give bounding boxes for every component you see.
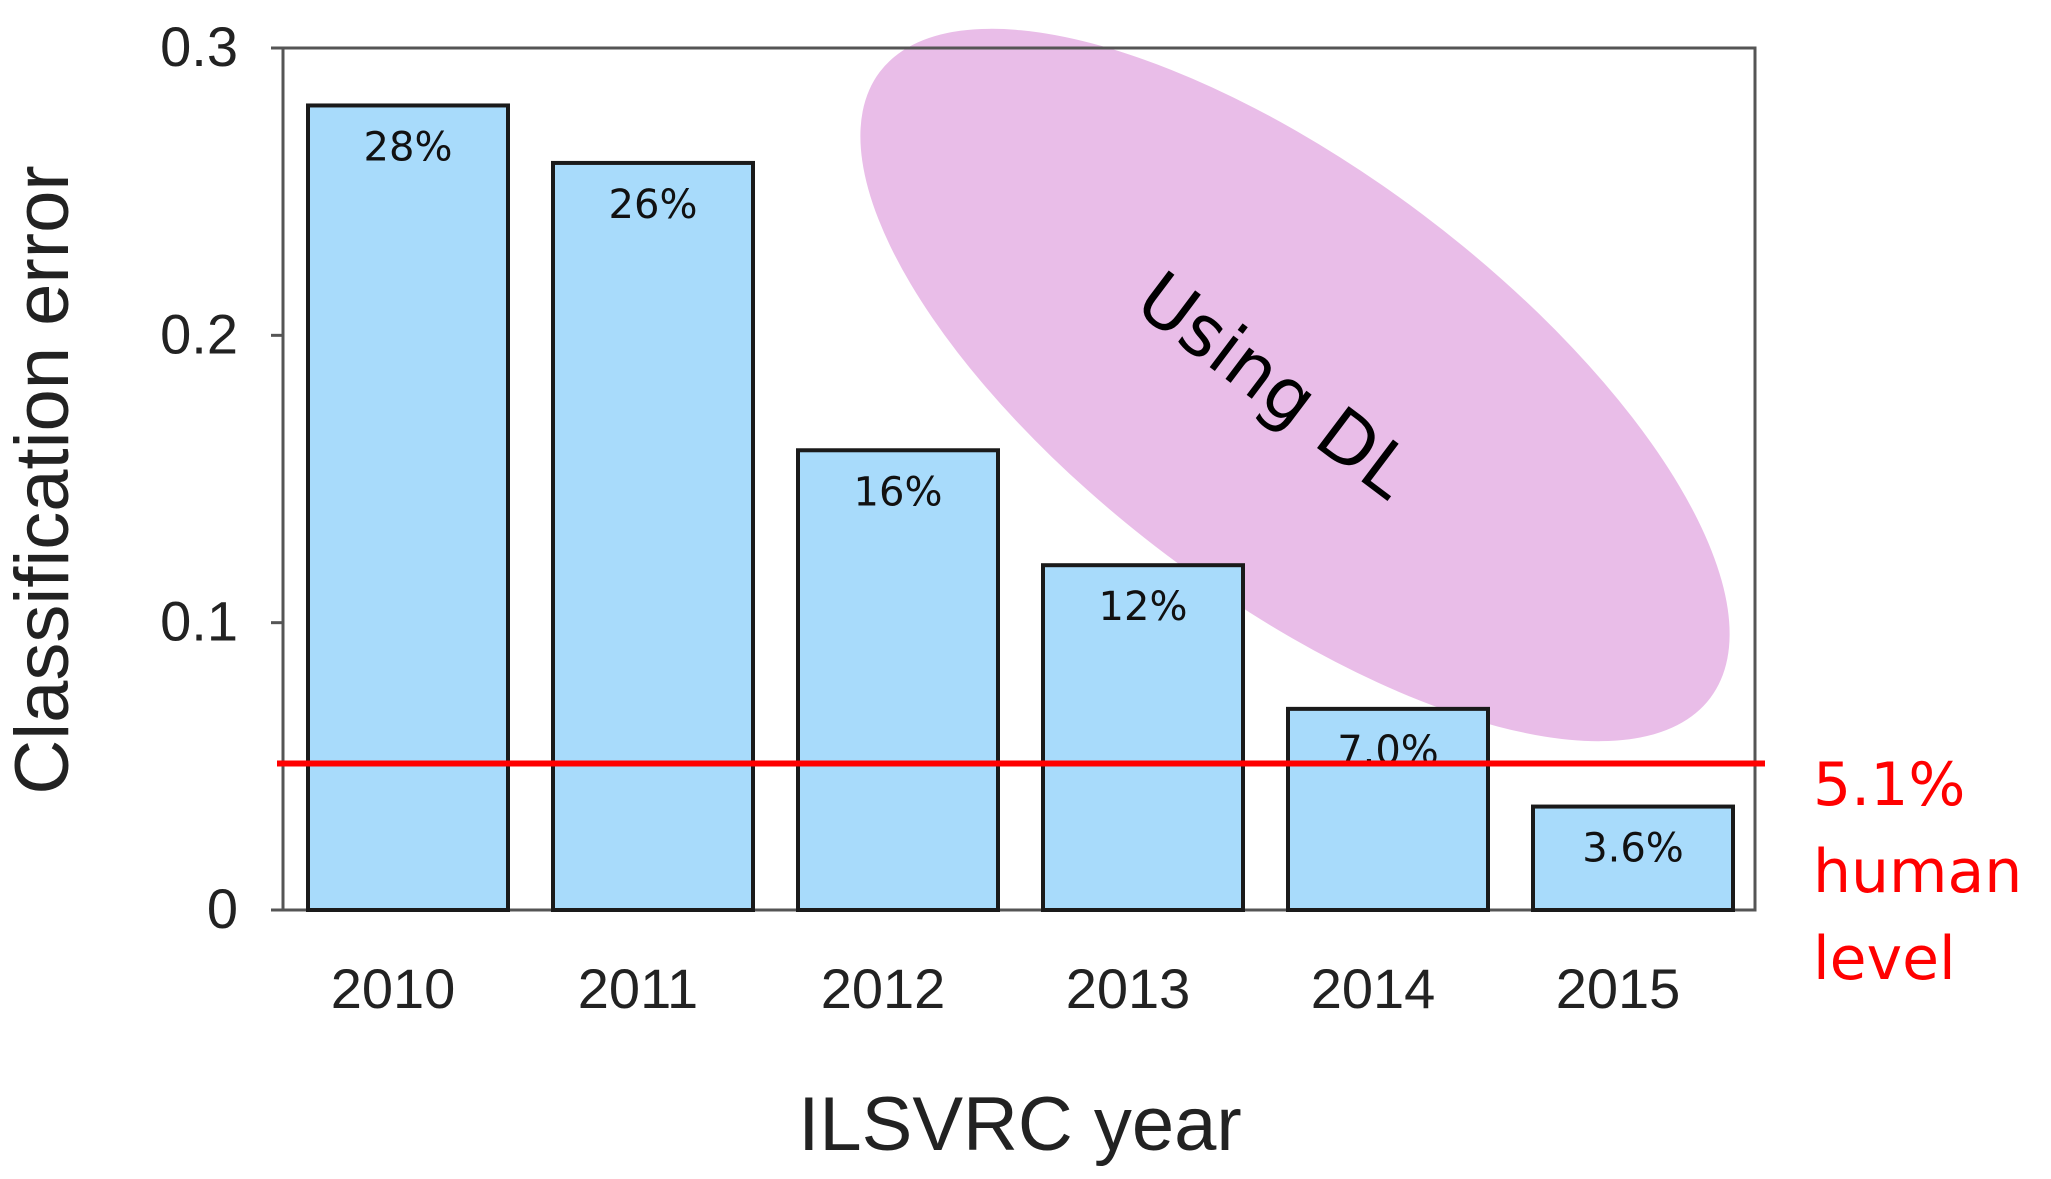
y-axis-title: Classification error — [0, 165, 85, 794]
bar-2012 — [796, 448, 1000, 912]
y-axis-ticks: 0 0.1 0.2 0.3 — [160, 15, 283, 940]
x-tick-label: 2014 — [1311, 957, 1436, 1020]
bar-2015 — [1531, 804, 1735, 912]
bar-2013 — [1041, 563, 1245, 912]
y-tick-label: 0 — [207, 877, 238, 940]
bars-group: 28% 26% 16% 12% 7.0% 3.6% — [306, 103, 1735, 912]
bar-value-label: 7.0% — [1337, 728, 1439, 774]
bar-value-label: 3.6% — [1582, 826, 1684, 872]
human-level-label-line: human — [1813, 837, 2022, 907]
bar-2010 — [306, 103, 510, 912]
using-dl-annotation-shape — [860, 28, 1730, 742]
bar-2011 — [551, 160, 755, 912]
plot-frame — [281, 46, 1757, 912]
x-tick-label: 2013 — [1066, 957, 1191, 1020]
bar-value-label: 28% — [364, 124, 453, 170]
x-tick-label: 2010 — [331, 957, 456, 1020]
bar-2014 — [1286, 706, 1490, 912]
y-tick-label: 0.2 — [160, 302, 238, 365]
bar-value-label: 16% — [854, 469, 943, 515]
x-axis-title: ILSVRC year — [798, 1082, 1242, 1167]
bar-value-label: 26% — [609, 182, 698, 228]
y-tick-label: 0.3 — [160, 15, 238, 78]
x-tick-label: 2011 — [578, 957, 698, 1020]
human-level-label: 5.1% human level — [1813, 750, 2022, 994]
x-tick-label: 2012 — [821, 957, 946, 1020]
x-tick-label: 2015 — [1556, 957, 1681, 1020]
y-tick-label: 0.1 — [160, 590, 238, 653]
human-level-label-line: 5.1% — [1813, 750, 1965, 820]
human-level-label-line: level — [1813, 924, 1956, 994]
x-axis-ticks: 2010 2011 2012 2013 2014 2015 — [331, 957, 1681, 1020]
bar-value-label: 12% — [1099, 584, 1188, 630]
